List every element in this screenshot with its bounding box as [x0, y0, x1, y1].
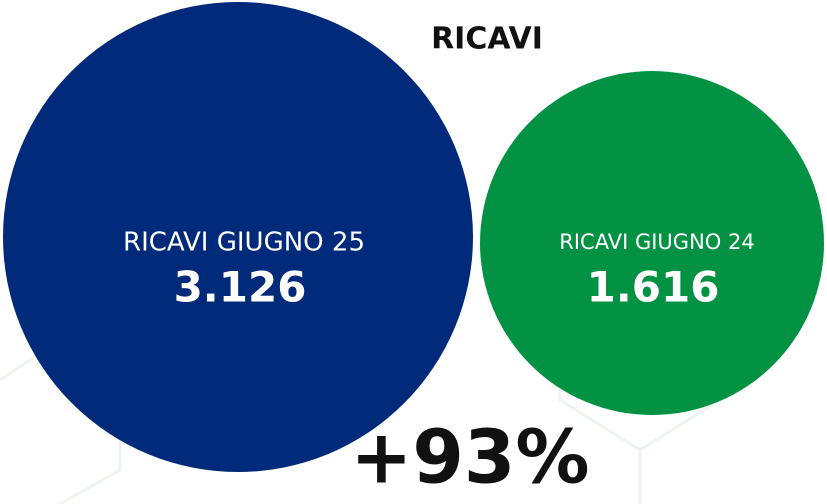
circle-value: 1.616	[587, 263, 720, 312]
circle-value: 3.126	[174, 263, 307, 312]
circle-label: RICAVI GIUGNO 24	[559, 230, 754, 254]
circle-previous	[480, 71, 824, 415]
change: +93%	[350, 415, 589, 501]
circle-current	[3, 2, 473, 472]
circle-label: RICAVI GIUGNO 25	[123, 228, 365, 258]
title: RICAVI	[431, 22, 543, 57]
